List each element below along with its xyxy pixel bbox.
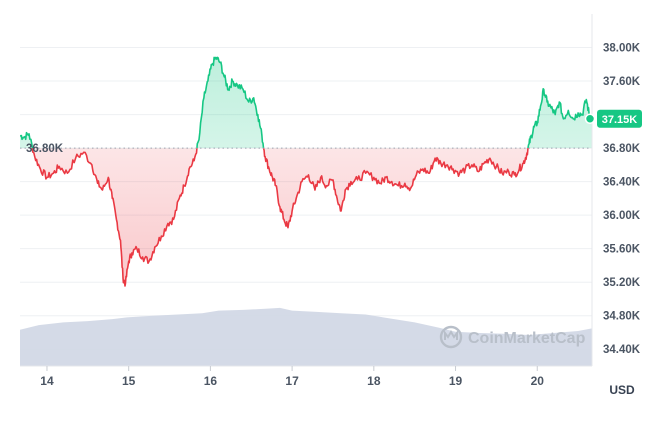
y-tick-label: 37.60K — [603, 76, 641, 88]
reference-price-label: 36.80K — [26, 143, 64, 155]
x-tick-label: 14 — [40, 374, 54, 388]
price-line — [20, 56, 592, 287]
coinmarketcap-watermark: CoinMarketCap — [439, 325, 586, 349]
y-axis: 38.00K37.60K37.20K36.80K36.40K36.00K35.6… — [603, 43, 641, 357]
currency-unit-label: USD — [609, 383, 635, 397]
area-below-reference — [20, 148, 592, 286]
y-tick-label: 38.00K — [603, 43, 641, 55]
current-price-label: 37.15K — [602, 114, 638, 126]
x-tick-label: 20 — [531, 374, 545, 388]
y-tick-label: 35.60K — [603, 244, 641, 256]
y-tick-label: 36.80K — [603, 143, 641, 155]
area-above-reference — [20, 57, 592, 149]
volume-shape — [20, 307, 592, 366]
x-tick-label: 16 — [204, 374, 218, 388]
y-tick-label: 34.40K — [603, 344, 641, 356]
y-tick-label: 35.20K — [603, 277, 641, 289]
grid-lines — [20, 47, 592, 350]
x-tick-label: 18 — [367, 374, 381, 388]
volume-area — [20, 307, 592, 366]
y-tick-label: 36.40K — [603, 177, 641, 189]
y-tick-label: 36.00K — [603, 210, 641, 222]
x-tick-label: 15 — [122, 374, 136, 388]
watermark-text: CoinMarketCap — [468, 330, 586, 347]
x-tick-label: 19 — [449, 374, 463, 388]
price-area-fill — [20, 57, 592, 286]
x-axis: 14 15 16 17 18 19 20 — [40, 366, 544, 388]
x-tick-label: 17 — [285, 374, 299, 388]
current-price-tag: 37.15K — [597, 109, 642, 128]
coinmarketcap-logo-icon — [439, 325, 463, 349]
y-tick-label: 34.80K — [603, 311, 641, 323]
price-line-down — [31, 148, 529, 287]
current-price-dot — [584, 113, 596, 125]
